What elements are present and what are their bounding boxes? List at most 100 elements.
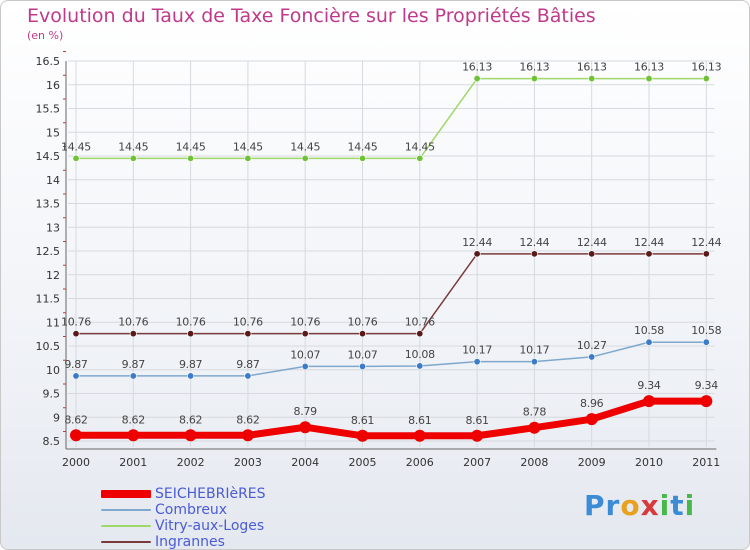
- data-label: 8.62: [236, 413, 259, 426]
- data-point: [416, 154, 424, 162]
- data-point: [358, 362, 366, 370]
- y-axis-ticks: 8.5 9 9.5 10 10.5 11 11.5 12 12.5 13 13.5 14 14.5 15 1…: [36, 55, 61, 448]
- data-label: 9.87: [236, 358, 260, 371]
- data-point: [473, 75, 481, 83]
- series-line: [76, 397, 707, 440]
- data-label: 12.44: [519, 236, 549, 249]
- data-point: [187, 372, 195, 380]
- x-tick-label: 2004: [291, 456, 319, 469]
- x-tick-label: 2003: [234, 456, 262, 469]
- data-point: [129, 372, 137, 380]
- y-tick-label: 16.5: [36, 55, 61, 68]
- data-point: [129, 330, 137, 338]
- data-label: 14.45: [176, 140, 206, 153]
- x-tick-label: 2002: [177, 456, 205, 469]
- data-label: 12.44: [634, 236, 664, 249]
- x-tick-label: 2005: [349, 456, 377, 469]
- data-label: 16.13: [519, 61, 549, 74]
- data-point: [358, 154, 366, 162]
- data-point: [241, 429, 254, 442]
- data-point: [184, 429, 197, 442]
- data-point: [301, 330, 309, 338]
- proxiti-logo: Proxiti: [584, 489, 696, 522]
- data-point: [702, 250, 710, 258]
- data-label: 12.44: [691, 236, 721, 249]
- data-label: 8.62: [64, 413, 87, 426]
- x-tick-label: 2011: [692, 456, 720, 469]
- data-point: [585, 413, 598, 426]
- y-tick-label: 11.5: [36, 293, 61, 306]
- data-label: 10.76: [405, 316, 435, 329]
- data-label: 10.76: [61, 316, 91, 329]
- legend-swatch: [101, 525, 151, 527]
- x-tick-label: 2006: [406, 456, 434, 469]
- data-label: 8.61: [408, 414, 431, 427]
- series-2: 14.45 14.45 14.45 14.45 14.45 14.45 14.45 16.13…: [61, 61, 722, 162]
- y-unit-label: (en %): [27, 29, 64, 42]
- data-label: 10.76: [348, 316, 378, 329]
- data-label: 8.61: [351, 414, 374, 427]
- data-point: [645, 250, 653, 258]
- data-point: [530, 250, 538, 258]
- x-tick-label: 2000: [62, 456, 90, 469]
- data-label: 9.87: [179, 358, 203, 371]
- data-point: [645, 75, 653, 83]
- data-label: 10.76: [118, 316, 148, 329]
- data-label: 14.45: [290, 140, 320, 153]
- data-label: 10.07: [348, 348, 378, 361]
- data-point: [588, 353, 596, 361]
- data-label: 9.87: [64, 358, 88, 371]
- data-point: [187, 330, 195, 338]
- data-point: [700, 395, 713, 408]
- y-tick-label: 15.5: [36, 103, 61, 116]
- data-point: [244, 154, 252, 162]
- data-point: [588, 250, 596, 258]
- y-tick-label: 16: [46, 79, 60, 92]
- data-label: 10.07: [290, 348, 320, 361]
- series-0: 8.62 8.62 8.62 8.62 8.79 8.61 8.61 8.61 8.78 8.96…: [64, 379, 719, 442]
- data-label: 8.62: [122, 413, 145, 426]
- x-tick-label: 2001: [119, 456, 147, 469]
- data-label: 12.44: [577, 236, 607, 249]
- data-label: 14.45: [233, 140, 263, 153]
- data-label: 8.61: [465, 414, 488, 427]
- data-label: 8.78: [523, 406, 547, 419]
- data-point: [301, 362, 309, 370]
- y-tick-label: 14: [46, 174, 60, 187]
- data-point: [358, 330, 366, 338]
- legend-swatch: [101, 490, 151, 498]
- legend-label: Vitry-aux-Loges: [155, 518, 265, 534]
- data-label: 10.17: [462, 344, 492, 357]
- data-label: 8.62: [179, 413, 202, 426]
- x-tick-label: 2010: [635, 456, 663, 469]
- data-point: [643, 395, 655, 408]
- data-point: [473, 250, 481, 258]
- series-1: 9.87 9.87 9.87 9.87 10.07 10.07 10.08 10.17 10.1…: [64, 324, 722, 380]
- legend-label: Combreux: [155, 502, 228, 518]
- series-group: 9.87 9.87 9.87 9.87 10.07 10.07 10.08 10.17 10.1…: [61, 61, 722, 442]
- data-point: [244, 372, 252, 380]
- data-point: [72, 330, 80, 338]
- data-point: [645, 338, 653, 346]
- y-tick-label: 10.5: [36, 340, 61, 353]
- y-tick-label: 14.5: [36, 150, 61, 163]
- data-label: 10.58: [691, 324, 721, 337]
- data-label: 10.27: [577, 339, 607, 352]
- y-tick-label: 13: [46, 221, 60, 234]
- series-line: [76, 253, 707, 335]
- legend-label: Ingrannes: [155, 534, 225, 550]
- data-label: 10.76: [290, 316, 320, 329]
- data-point: [299, 421, 312, 434]
- y-tick-label: 12: [46, 269, 60, 282]
- data-point: [356, 429, 369, 442]
- y-tick-label: 8.5: [43, 435, 61, 448]
- data-point: [187, 154, 195, 162]
- data-label: 9.87: [122, 358, 146, 371]
- y-tick-label: 13.5: [36, 198, 61, 211]
- y-tick-label: 9.5: [43, 388, 61, 401]
- x-tick-label: 2007: [463, 456, 491, 469]
- y-tick-label: 9: [53, 411, 60, 424]
- y-tick-label: 11: [46, 316, 60, 329]
- data-point: [416, 330, 424, 338]
- data-label: 10.76: [176, 316, 206, 329]
